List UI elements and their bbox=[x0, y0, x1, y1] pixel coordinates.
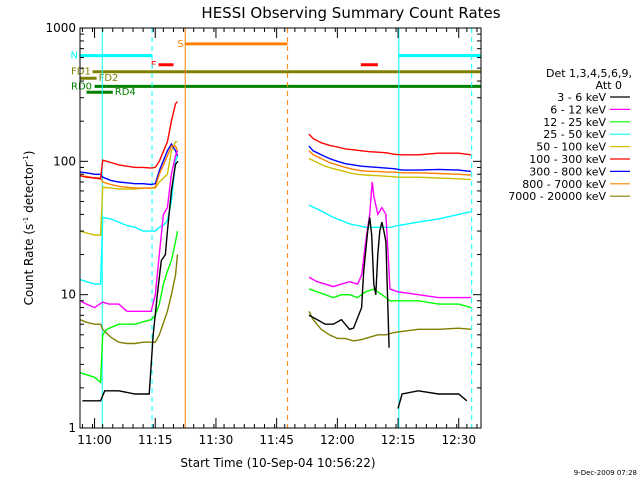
y-axis-ticks: 1 10 100 1000 bbox=[45, 21, 481, 435]
flag-label-rd0: RD0 bbox=[71, 81, 92, 92]
series-line-300-800-kev-2 bbox=[308, 145, 471, 173]
flag-label-f: F bbox=[151, 60, 157, 71]
chart-title: HESSI Observing Summary Count Rates bbox=[201, 4, 500, 22]
y-tick-label: 1000 bbox=[45, 21, 76, 35]
x-tick-label: 11:30 bbox=[199, 433, 234, 447]
legend-label-12-25-kev: 12 - 25 keV bbox=[543, 116, 606, 129]
legend-label-6-12-kev: 6 - 12 keV bbox=[550, 103, 606, 116]
y-axis-label-suffix: detector bbox=[22, 162, 36, 217]
series-line-12-25-kev-2 bbox=[308, 288, 472, 309]
legend-label-25-50-kev: 25 - 50 keV bbox=[543, 128, 606, 141]
y-tick-label: 100 bbox=[53, 154, 76, 168]
flag-bars: N F S FD1 FD2 RD0 RD4 bbox=[71, 39, 481, 98]
series-lines bbox=[79, 101, 472, 409]
flag-label-s: S bbox=[177, 39, 183, 50]
x-tick-label: 12:00 bbox=[320, 433, 355, 447]
series-line-300-800-kev-1 bbox=[79, 142, 179, 186]
series-line-6-12-kev-2 bbox=[308, 181, 471, 299]
y-tick-label: 1 bbox=[68, 421, 76, 435]
x-axis-ticks: 11:00 11:15 11:30 11:45 12:00 12:15 12:30 bbox=[77, 28, 478, 447]
series-line-12-25-kev-1 bbox=[79, 230, 179, 384]
y-axis-label-exponent-2: -1 bbox=[22, 155, 30, 162]
series-line-3-6-kev-2 bbox=[308, 217, 390, 348]
legend-header-line-2: Att 0 bbox=[596, 79, 622, 92]
legend-label-7000-20000-kev: 7000 - 20000 keV bbox=[508, 190, 606, 203]
legend-label-3-6-kev: 3 - 6 keV bbox=[557, 91, 606, 104]
legend-label-300-800-kev: 300 - 800 keV bbox=[529, 165, 606, 178]
series-line-800-7000-kev-2 bbox=[308, 150, 471, 176]
series-line-7000-20000-kev-1 bbox=[79, 254, 179, 345]
x-tick-label: 11:45 bbox=[259, 433, 294, 447]
x-axis-label: Start Time (10-Sep-04 10:56:22) bbox=[180, 456, 375, 470]
series-line-100-300-kev-1 bbox=[79, 101, 179, 180]
x-tick-label: 12:15 bbox=[381, 433, 416, 447]
x-tick-label: 11:15 bbox=[138, 433, 173, 447]
series-line-3-6-kev-3 bbox=[397, 390, 468, 409]
y-axis-label-prefix: Count Rate (s bbox=[22, 224, 36, 306]
series-line-50-100-kev-2 bbox=[308, 157, 471, 181]
series-line-25-50-kev-2 bbox=[308, 204, 472, 229]
series-line-3-6-kev-1 bbox=[82, 160, 179, 402]
plot-frame bbox=[79, 27, 482, 429]
legend-label-800-7000-kev: 800 - 7000 keV bbox=[522, 178, 606, 191]
flag-label-rd4: RD4 bbox=[115, 87, 136, 98]
y-axis-label-exponent: -1 bbox=[22, 217, 30, 224]
y-axis-label: Count Rate (s-1 detector-1) bbox=[22, 151, 36, 306]
flag-label-fd2: FD2 bbox=[99, 73, 119, 84]
flag-label-n: N bbox=[71, 51, 78, 62]
x-tick-label: 12:30 bbox=[441, 433, 476, 447]
legend-header-line-1: Det 1,3,4,5,6,9, bbox=[546, 67, 632, 80]
series-line-100-300-kev-2 bbox=[308, 133, 471, 156]
y-axis-label-close: ) bbox=[22, 151, 36, 156]
x-tick-label: 11:00 bbox=[77, 433, 112, 447]
series-line-6-12-kev-1 bbox=[79, 150, 179, 312]
y-tick-label: 10 bbox=[61, 288, 76, 302]
series-line-7000-20000-kev-2 bbox=[308, 310, 471, 342]
footer-date: 9-Dec-2009 07:28 bbox=[574, 469, 637, 477]
flag-label-fd1: FD1 bbox=[71, 67, 91, 78]
legend-label-50-100-kev: 50 - 100 keV bbox=[536, 141, 606, 154]
legend-label-100-300-kev: 100 - 300 keV bbox=[529, 153, 606, 166]
